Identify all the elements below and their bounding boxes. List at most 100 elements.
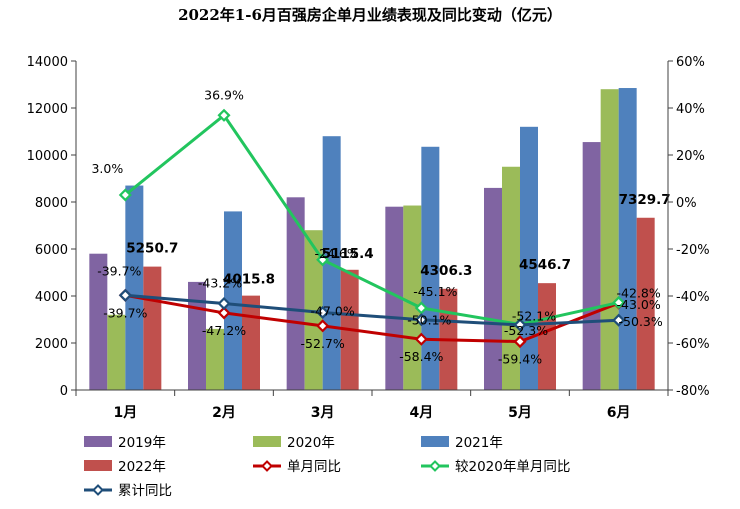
bar-2020年-2月: [206, 328, 224, 390]
x-category-label: 2月: [212, 405, 236, 421]
bar-2019年-1月: [89, 253, 108, 390]
left-tick-label: 6000: [35, 243, 68, 258]
bar-value-label: 5250.7: [126, 241, 178, 257]
marker-较2020年单月同比-2月: [217, 108, 231, 122]
legend-swatch-2019年: [84, 436, 112, 447]
bar-2020年-1月: [107, 314, 126, 390]
legend-marker-单月同比: [261, 460, 273, 472]
bar-2020年-4月: [403, 205, 422, 390]
marker-累计同比-2月: [217, 296, 231, 311]
legend-label: 单月同比: [287, 459, 341, 475]
legend-label: 较2020年单月同比: [455, 459, 570, 475]
bar-2020年-5月: [502, 166, 520, 390]
line-value-label: -47.2%: [202, 323, 246, 338]
marker-累计同比-3月: [316, 305, 330, 320]
left-tick-label: 8000: [35, 196, 68, 211]
marker-较2020年单月同比-6月: [612, 296, 626, 310]
x-category-label: 4月: [409, 405, 433, 421]
bar-2021年-2月: [224, 211, 242, 390]
legend-label: 累计同比: [118, 483, 172, 499]
marker-累计同比-5月: [513, 318, 527, 332]
axes: 0 2000 4000 6000 8000 10000 12000 14000 -80% -60%…: [27, 55, 710, 421]
bar-2019年-4月: [385, 206, 404, 390]
bar-2021年-1月: [125, 185, 144, 390]
right-tick-label: 60%: [676, 55, 705, 70]
line-value-label: -59.4%: [498, 352, 542, 367]
line-value-label: -47.0%: [311, 303, 355, 318]
right-tick-label: -20%: [676, 243, 710, 258]
marker-单月同比-4月: [414, 332, 428, 346]
line-value-label: 36.9%: [204, 87, 244, 102]
right-tick-label: 0%: [676, 196, 697, 211]
bar-value-label: 4015.8: [223, 272, 275, 288]
line-单月同比: [125, 293, 620, 344]
x-category-label: 5月: [508, 405, 532, 421]
marker-累计同比-1月: [118, 288, 132, 302]
bar-2020年-6月: [600, 89, 619, 390]
legend-swatch-2020年: [253, 436, 281, 447]
bar-value-label: 7329.7: [619, 192, 671, 208]
marker-较2020年单月同比-4月: [414, 301, 428, 315]
bar-2021年-6月: [618, 88, 637, 391]
bar-2020年-3月: [304, 230, 323, 390]
line-value-label: -50.1%: [407, 313, 451, 328]
bar-value-label: 4306.3: [420, 263, 472, 279]
left-tick-label: 2000: [35, 337, 68, 352]
legend-label: 2019年: [118, 435, 166, 451]
line-value-label: -42.8%: [617, 286, 661, 301]
left-tick-label: 4000: [35, 290, 68, 305]
bar-2022年-6月: [636, 217, 655, 390]
line-value-label: -39.7%: [97, 263, 141, 278]
x-category-label: 3月: [311, 405, 335, 421]
legend-marker-较2020年单月同比: [429, 460, 441, 472]
right-tick-label: -60%: [676, 337, 710, 352]
marker-累计同比-6月: [612, 313, 626, 327]
line-较2020年单月同比: [124, 113, 619, 326]
right-tick-label: -80%: [676, 384, 710, 399]
legend-marker-累计同比: [92, 484, 104, 496]
marker-单月同比-2月: [217, 306, 231, 320]
legend-swatch-2021年: [421, 436, 449, 447]
bar-2019年-3月: [286, 197, 305, 390]
line-value-label: -52.7%: [301, 336, 345, 351]
bar-2019年-6月: [582, 142, 601, 390]
bar-2022年-2月: [242, 295, 260, 390]
line-value-label: -39.7%: [103, 305, 147, 320]
left-tick-label: 12000: [27, 102, 68, 117]
bar-2022年-5月: [538, 283, 556, 390]
left-tick-label: 0: [60, 384, 68, 399]
marker-单月同比-5月: [513, 335, 527, 349]
line-value-label: -50.3%: [619, 314, 663, 329]
legend-label: 2021年: [455, 435, 503, 451]
x-category-label: 1月: [113, 405, 137, 421]
legend-swatch-2022年: [84, 460, 112, 471]
left-tick-label: 14000: [27, 55, 68, 70]
data-labels: 5250.7 4015.8 5115.4 4306.3 4546.7 7329.7 -39.…: [91, 87, 670, 366]
line-value-label: -52.3%: [504, 323, 548, 338]
line-series: [118, 108, 626, 349]
legend-label: 2022年: [118, 459, 166, 475]
bar-2021年-4月: [421, 146, 440, 390]
right-tick-label: 40%: [676, 102, 705, 117]
line-value-label: -43.0%: [617, 297, 661, 312]
left-tick-label: 10000: [27, 149, 68, 164]
right-tick-label: -40%: [676, 290, 710, 305]
x-category-label: 6月: [607, 405, 631, 421]
marker-较2020年单月同比-1月: [118, 188, 132, 202]
marker-较2020年单月同比-3月: [316, 253, 330, 267]
bar-series: [89, 88, 655, 391]
line-value-label: -45.1%: [413, 284, 457, 299]
line-value-label: -24.6%: [315, 246, 359, 261]
marker-单月同比-3月: [316, 319, 330, 333]
line-value-label: 3.0%: [91, 161, 123, 176]
legend-label: 2020年: [287, 435, 335, 451]
line-累计同比: [125, 293, 619, 327]
line-value-label: -52.1%: [512, 308, 556, 323]
marker-累计同比-4月: [414, 313, 428, 327]
line-value-label: -58.4%: [399, 349, 443, 364]
bar-value-label: 4546.7: [519, 257, 571, 273]
right-tick-label: 20%: [676, 149, 705, 164]
bar-value-label: 5115.4: [322, 246, 374, 262]
